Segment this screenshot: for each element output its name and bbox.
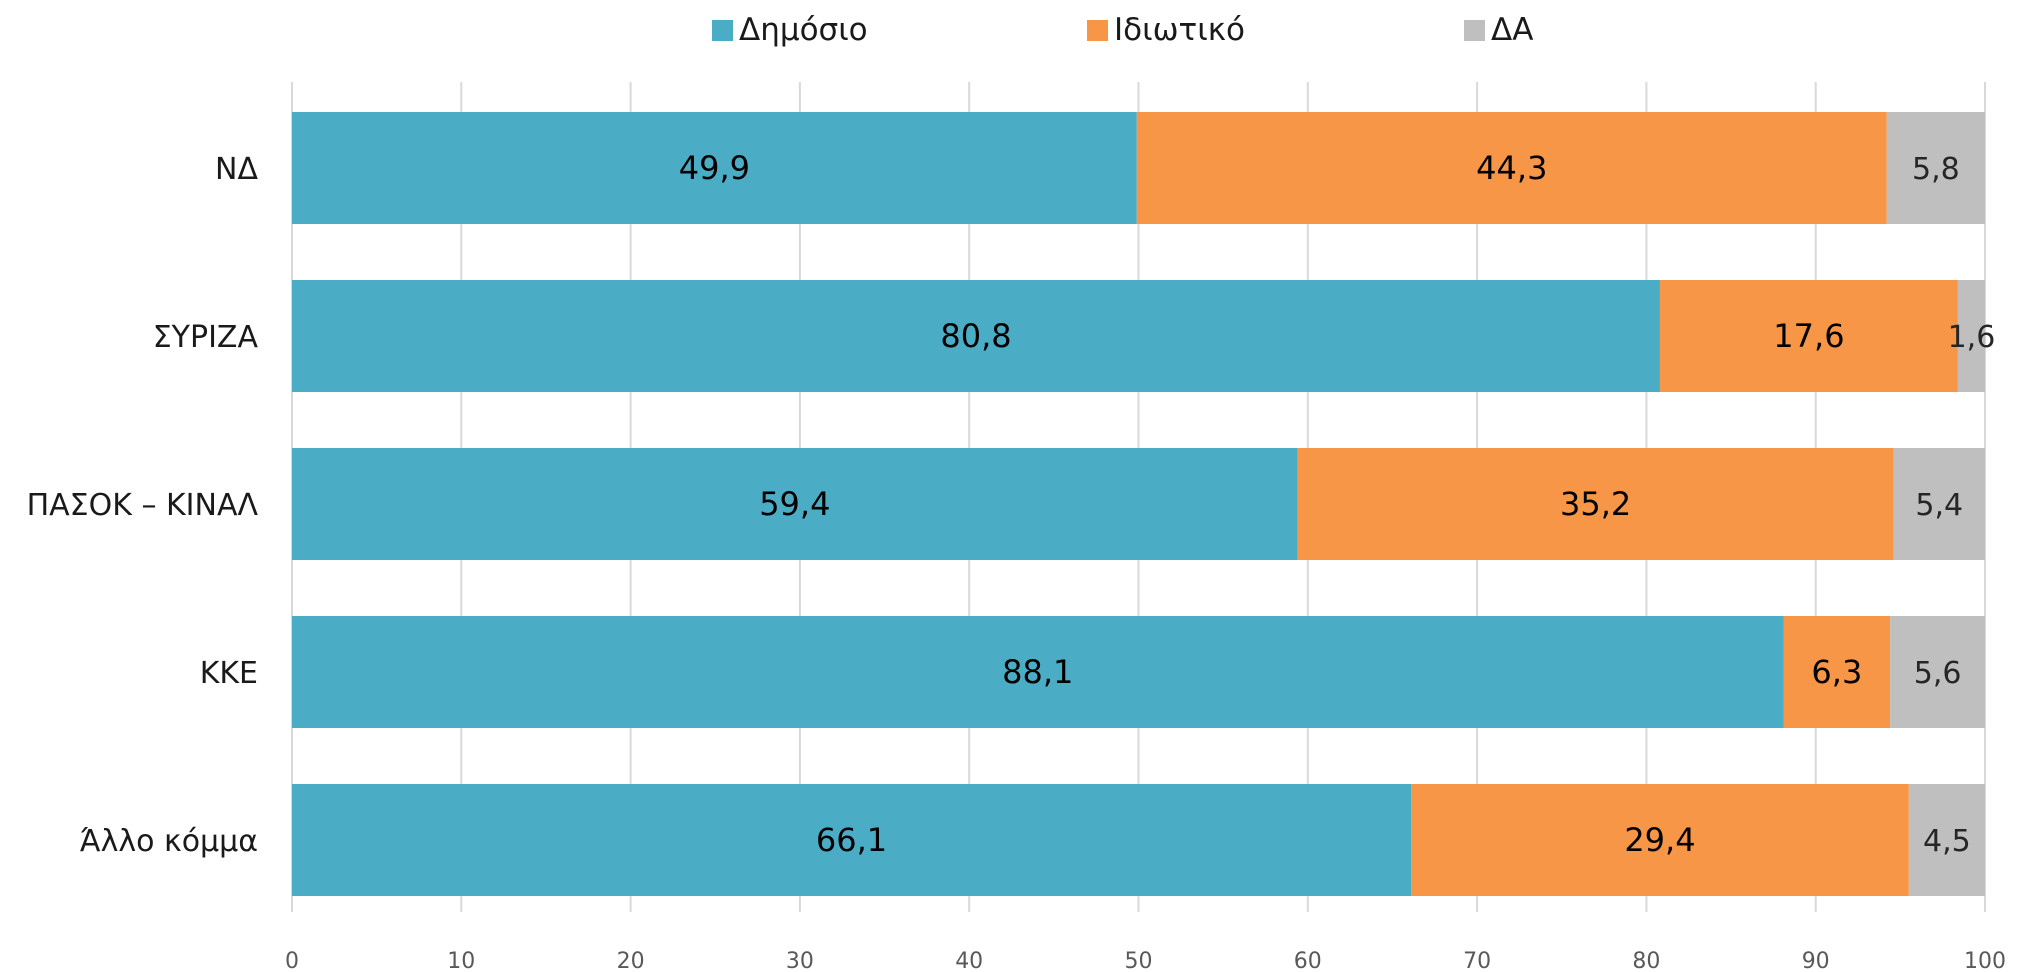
bar-segment-public: [292, 784, 1412, 896]
legend-label-private: Ιδιωτικό: [1114, 12, 1245, 48]
value-label-na: 4,5: [1923, 824, 1971, 859]
bar-segment-private: [1136, 112, 1887, 224]
value-label-na: 5,8: [1912, 152, 1960, 187]
x-tick-label: 10: [447, 949, 475, 972]
bar-segment-na: [1890, 616, 1985, 728]
value-labels: 49,9 44,3 5,8 80,8 17,6 1,6 59,4 35,2 5,4 88,1 6,3…: [679, 149, 1996, 859]
bar-segment-private: [1659, 280, 1958, 392]
bar-segment-public: [292, 280, 1660, 392]
value-label-private: 35,2: [1560, 485, 1631, 523]
x-tick-label: 60: [1294, 949, 1322, 972]
value-label-na: 1,6: [1948, 320, 1996, 355]
bar-segment-private: [1783, 616, 1891, 728]
bar-segment-public: [292, 616, 1784, 728]
x-tick-label: 70: [1463, 949, 1491, 972]
x-tick-label: 40: [955, 949, 983, 972]
legend-item-private: Ιδιωτικό: [1087, 6, 1245, 54]
category-label: ΚΚΕ: [200, 656, 258, 691]
value-label-private: 6,3: [1811, 653, 1862, 691]
x-tick-label: 30: [786, 949, 814, 972]
legend-swatch-private: [1087, 19, 1108, 41]
value-label-private: 29,4: [1624, 821, 1695, 859]
bar-segment-na: [1893, 448, 1985, 560]
value-label-na: 5,6: [1914, 656, 1962, 691]
category-label: ΠΑΣΟΚ – ΚΙΝΑΛ: [27, 488, 259, 523]
value-label-na: 5,4: [1915, 488, 1963, 523]
x-tick-label: 100: [1964, 949, 2006, 972]
x-tick-label: 80: [1632, 949, 1660, 972]
bar-segment-public: [292, 448, 1298, 560]
legend-item-public: Δημόσιο: [712, 6, 868, 54]
x-tick-label: 50: [1125, 949, 1153, 972]
category-label: ΣΥΡΙΖΑ: [153, 320, 259, 355]
value-label-public: 80,8: [940, 317, 1011, 355]
legend-label-public: Δημόσιο: [739, 12, 868, 48]
bar-segment-public: [292, 112, 1137, 224]
value-label-public: 66,1: [816, 821, 887, 859]
category-label: ΝΔ: [215, 152, 258, 187]
value-label-public: 88,1: [1002, 653, 1073, 691]
legend-label-na: ΔΑ: [1491, 12, 1534, 48]
bar-segment-na: [1908, 784, 1985, 896]
x-tick-label: 20: [617, 949, 645, 972]
legend: Δημόσιο Ιδιωτικό ΔΑ: [0, 6, 2020, 54]
value-label-private: 44,3: [1476, 149, 1547, 187]
x-tick-label: 90: [1802, 949, 1830, 972]
bars: [292, 112, 1985, 896]
bar-segment-na: [1886, 112, 1985, 224]
legend-swatch-na: [1464, 19, 1485, 41]
bar-segment-na: [1957, 280, 1985, 392]
bar-segment-private: [1411, 784, 1909, 896]
legend-item-na: ΔΑ: [1464, 6, 1533, 54]
category-labels: ΝΔ ΣΥΡΙΖΑ ΠΑΣΟΚ – ΚΙΝΑΛ ΚΚΕ Άλλο κόμμα: [27, 152, 259, 859]
value-label-public: 49,9: [679, 149, 750, 187]
value-label-public: 59,4: [759, 485, 830, 523]
x-axis-tick-labels: 0 10 20 30 40 50 60 70 80 90 100: [285, 949, 2006, 972]
value-label-private: 17,6: [1773, 317, 1844, 355]
bar-segment-private: [1297, 448, 1894, 560]
legend-swatch-public: [712, 19, 733, 41]
category-label: Άλλο κόμμα: [80, 824, 258, 859]
x-tick-label: 0: [285, 949, 299, 972]
